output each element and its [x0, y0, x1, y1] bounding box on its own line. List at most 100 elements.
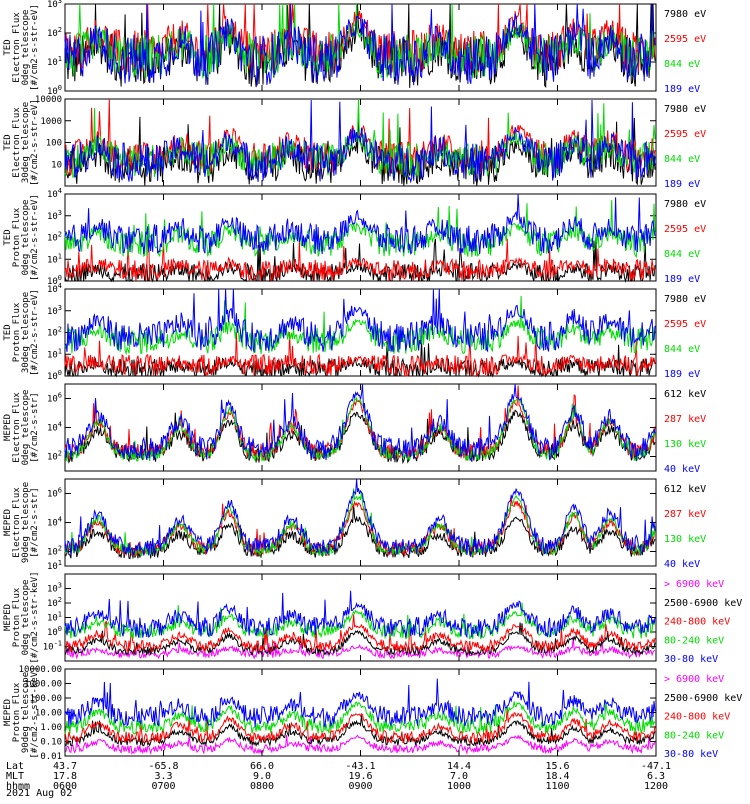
y-axis-label: [#/cm2-s-str-eV]	[30, 194, 40, 281]
y-tick-label: 102	[47, 545, 62, 558]
legend-label: 189 eV	[664, 274, 700, 285]
x-tick-label: -47.1	[641, 761, 671, 772]
y-tick-label: 101	[47, 559, 62, 572]
y-tick-label: 1000	[40, 117, 62, 127]
series-line	[64, 3, 656, 86]
y-axis-label: Proton Flux	[12, 682, 22, 742]
x-tick-label: 1200	[644, 781, 668, 792]
y-axis-label: 30deg telescope	[21, 102, 31, 183]
y-tick-label: 103	[47, 582, 62, 595]
y-axis-label: 0deg telescope	[21, 10, 31, 86]
y-tick-label: 10	[51, 160, 62, 170]
x-tick-label: 0800	[250, 781, 274, 792]
y-axis-label: Electron Flux	[12, 487, 22, 558]
x-tick-label: 0600	[53, 781, 77, 792]
series-line	[64, 636, 656, 660]
x-row-label: MLT	[6, 771, 24, 782]
y-axis-label: [#/cm2-s-str]	[30, 487, 40, 557]
x-tick-label: 0700	[151, 781, 175, 792]
y-axis-label: MEPED	[3, 509, 13, 536]
y-tick-label: 106	[47, 487, 62, 500]
y-tick-label: 0.01	[40, 752, 62, 762]
y-tick-label: 100	[47, 369, 62, 382]
y-axis-label: [#/cm2-s-str-keV]	[30, 666, 40, 758]
y-axis-label: TED	[3, 134, 13, 150]
legend-label: 2595 eV	[664, 129, 706, 140]
y-axis-label: Proton Flux	[12, 207, 22, 267]
legend-label: > 6900 keV	[664, 674, 724, 685]
y-axis-label: [#/cm2-s-str-keV]	[30, 571, 40, 663]
y-tick-label: 10-1	[43, 640, 62, 653]
legend-label: 287 keV	[664, 509, 706, 520]
y-axis-label: 30deg telescope	[21, 292, 31, 373]
panel-meped-p-90: 0.01 0.10 1.00 10.00 100.00 1000.00 10000.00 ME…	[3, 665, 742, 762]
legend-label: 2500-6900 keV	[664, 598, 742, 609]
y-tick-label: 10000.00	[19, 665, 62, 675]
x-tick-label: 7.0	[450, 771, 468, 782]
y-tick-label: 103	[47, 0, 62, 10]
y-tick-label: 101	[47, 611, 62, 624]
legend-label: 130 keV	[664, 534, 706, 545]
panel-ted-e-0: 100 101 102 103 TED Electron Flux 0deg telesco…	[3, 0, 706, 97]
y-tick-label: 100	[47, 274, 62, 287]
y-tick-label: 102	[47, 231, 62, 244]
series-line	[64, 238, 656, 283]
x-axis-labels: 2021 Aug 02 Lat 43.7 -65.8 66.0 -43.1 14.4 15.…	[6, 761, 671, 799]
x-row-label: Lat	[6, 761, 24, 772]
series-line	[64, 478, 656, 557]
panel-ted-p-0: 100 101 102 103 104 TED Proton Flux 0deg telesc…	[3, 187, 706, 287]
y-axis-label: [#/cm2-s-str-eV]	[30, 99, 40, 186]
y-tick-label: 103	[47, 209, 62, 222]
date-label: 2021 Aug 02	[6, 788, 72, 799]
y-axis-label: Electron Flux	[12, 107, 22, 178]
legend-label: 130 keV	[664, 439, 706, 450]
legend-label: 844 eV	[664, 59, 700, 70]
legend-label: 7980 eV	[664, 104, 706, 115]
series-line	[64, 715, 656, 747]
x-tick-label: 6.3	[647, 771, 665, 782]
y-tick-label: 103	[47, 304, 62, 317]
y-axis-label: [#/cm2-s-str]	[30, 392, 40, 462]
y-axis-label: 0deg telescope	[21, 200, 31, 276]
y-axis-label: 0deg telescope	[21, 390, 31, 466]
legend-label: 612 keV	[664, 484, 706, 495]
series-line	[64, 200, 656, 259]
series-line	[64, 383, 656, 463]
legend-label: 189 eV	[664, 84, 700, 95]
y-axis-label: TED	[3, 324, 13, 340]
y-axis-label: TED	[3, 229, 13, 245]
x-tick-label: 3.3	[154, 771, 172, 782]
y-tick-label: 104	[47, 516, 62, 529]
y-axis-label: Electron Flux	[12, 392, 22, 463]
legend-label: 287 keV	[664, 414, 706, 425]
y-axis-label: MEPED	[3, 604, 13, 631]
x-tick-label: 14.4	[447, 761, 471, 772]
legend-label: 7980 eV	[664, 9, 706, 20]
y-tick-label: 101	[47, 55, 62, 68]
series-line	[64, 99, 656, 184]
y-tick-label: 104	[47, 421, 62, 434]
y-axis-label: TED	[3, 39, 13, 55]
legend-label: 40 keV	[664, 464, 700, 475]
y-tick-label: 1.00	[40, 723, 62, 733]
legend-label: 80-240 keV	[664, 635, 724, 646]
legend-label: 189 eV	[664, 369, 700, 380]
y-tick-label: 100	[47, 84, 62, 97]
y-tick-label: 10000	[35, 95, 62, 105]
y-axis-label: 0deg telescope	[21, 580, 31, 656]
legend-label: 2500-6900 keV	[664, 693, 742, 704]
x-tick-label: 9.0	[253, 771, 271, 782]
series-line	[64, 590, 656, 639]
x-tick-label: 18.4	[545, 771, 569, 782]
legend-label: 612 keV	[664, 389, 706, 400]
panel-meped-e-0: 102 104 106 MEPED Electron Flux 0deg telescop…	[3, 383, 706, 475]
y-axis-label: Proton Flux	[12, 302, 22, 362]
series-line	[64, 193, 656, 255]
x-tick-label: 1000	[447, 781, 471, 792]
x-tick-label: -65.8	[148, 761, 178, 772]
series-line	[64, 678, 656, 728]
y-axis-label: 90deg telescope	[21, 482, 31, 563]
